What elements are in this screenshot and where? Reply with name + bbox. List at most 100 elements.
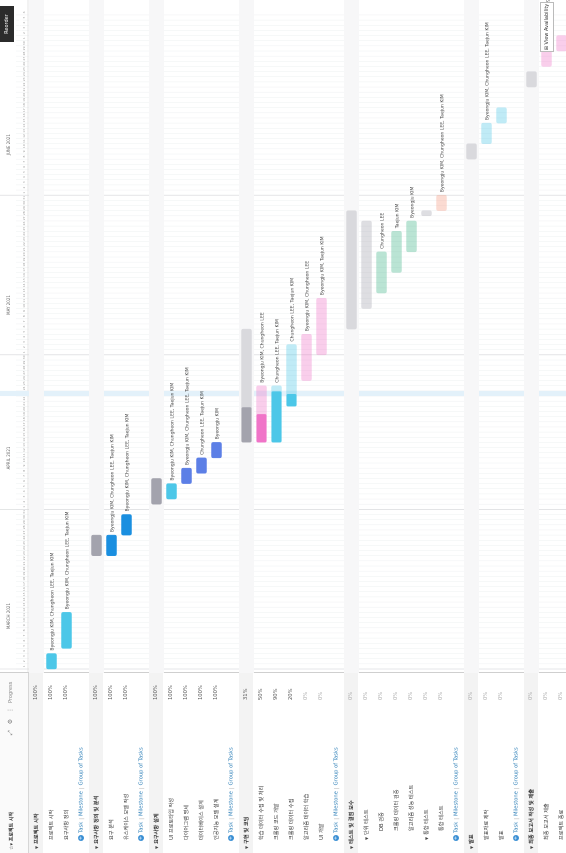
month-label: MAY 2021: [6, 295, 11, 315]
collapse-triangle-icon[interactable]: ▼: [244, 845, 249, 849]
day-tick: 28: [22, 52, 26, 56]
task-row[interactable]: 최종 보고서 제출 0%: [539, 673, 553, 853]
add-milestone-link[interactable]: Milestone: [78, 791, 85, 817]
task-row[interactable]: 요구 분석 100%: [104, 673, 118, 853]
day-tick: 26: [22, 62, 26, 66]
group-row[interactable]: ▼요구사항 정의 및 분석 100%: [89, 673, 103, 853]
header-controls[interactable]: ⤢ ⚙ ⋮: [7, 705, 14, 735]
add-group-link[interactable]: Group of Tasks: [228, 747, 235, 786]
group-bar: [421, 210, 432, 217]
group-row[interactable]: ▼구현 및 코딩 31%: [239, 673, 253, 853]
collapse-triangle-icon[interactable]: ▼: [349, 845, 354, 849]
task-name: 발표: [498, 830, 505, 840]
add-milestone-link[interactable]: Milestone: [228, 791, 235, 817]
task-row[interactable]: 크롤링 데이터 검증 0%: [389, 673, 403, 853]
day-tick: 18: [22, 263, 26, 267]
header-task-column[interactable]: ☆▾ 프로젝트 시작: [9, 811, 15, 850]
collapse-triangle-icon[interactable]: ▼: [469, 845, 474, 849]
collapse-triangle-icon[interactable]: ▼: [154, 845, 159, 849]
task-name: 다이어그램 명세: [183, 805, 190, 840]
task-row[interactable]: 프로젝트 종료 0%: [554, 673, 566, 853]
day-tick: 13: [22, 129, 26, 133]
task-row[interactable]: 크롤링 데이터 수집 20%: [284, 673, 298, 853]
add-task-link[interactable]: Task: [228, 821, 235, 833]
add-group-link[interactable]: Group of Tasks: [453, 747, 460, 786]
add-milestone-link[interactable]: Milestone: [513, 791, 520, 817]
reorder-groups-button[interactable]: Reorder Groups: [0, 6, 24, 42]
collapse-triangle-icon[interactable]: ▼: [364, 836, 369, 840]
task-row[interactable]: 학습 데이터 수집 및 처리 50%: [254, 673, 268, 853]
add-group-link[interactable]: Group of Tasks: [513, 747, 520, 786]
add-milestone-link[interactable]: Milestone: [138, 791, 145, 817]
collapse-triangle-icon[interactable]: ▼: [94, 845, 99, 849]
collapse-triangle-icon[interactable]: ▼: [529, 845, 534, 849]
add-group-link[interactable]: Group of Tasks: [78, 747, 85, 786]
add-task-link[interactable]: Task: [333, 821, 340, 833]
add-group-link[interactable]: Group of Tasks: [138, 747, 145, 786]
day-tick: 7: [22, 475, 26, 477]
subgroup-row[interactable]: ▼단위 테스트 0%: [359, 673, 373, 853]
gantt-chart: 1 2 3 4 5 6 7 8 9 10 11 12 13 14 15 16 17 18 19 20 21 22 23 24 2…: [0, 0, 566, 673]
group-row-band: [344, 0, 359, 673]
task-row[interactable]: 발표자료 제작 0%: [479, 673, 493, 853]
group-row[interactable]: ▼발표 0%: [464, 673, 478, 853]
assignee-label: Byeongju KIM: [215, 408, 221, 439]
task-name: ▼프로젝트 시작: [33, 813, 40, 849]
progress-value: 0%: [468, 691, 474, 700]
progress-value: 100%: [168, 685, 174, 700]
group-row[interactable]: ▼테스트 및 결점 보수 0%: [344, 673, 358, 853]
group-row[interactable]: ▼최종 보고서 작성 및 제출 0%: [524, 673, 538, 853]
collapse-triangle-icon[interactable]: ▼: [34, 845, 39, 849]
day-tick: 25: [22, 541, 26, 545]
collapse-triangle-icon[interactable]: ▼: [424, 836, 429, 840]
task-bar: [496, 107, 507, 124]
task-row[interactable]: UI 프로토타입 작성 100%: [164, 673, 178, 853]
group-row[interactable]: ▼요구사항 설계 100%: [149, 673, 163, 853]
add-group-link[interactable]: Group of Tasks: [333, 747, 340, 786]
task-name: 데이터베이스 설계: [198, 800, 205, 840]
add-task-link[interactable]: Task: [138, 821, 145, 833]
add-task-link[interactable]: Task: [513, 821, 520, 833]
day-tick: 20: [22, 252, 26, 256]
task-row[interactable]: 데이터베이스 설계 100%: [194, 673, 208, 853]
plus-icon: +: [453, 835, 459, 841]
day-tick: 24: [22, 232, 26, 236]
task-row[interactable]: 알고리즘 성능 테스트 0%: [404, 673, 418, 853]
task-row[interactable]: 요구사항 정의 100%: [59, 673, 73, 853]
group-row-band: [464, 0, 479, 673]
task-row[interactable]: 통합 테스트 0%: [434, 673, 448, 853]
task-row[interactable]: UI 개발 0%: [314, 673, 328, 853]
task-row[interactable]: 크롤링 코드 개발 90%: [269, 673, 283, 853]
task-name-label: UI 프로토타입 작성: [169, 797, 175, 840]
header-progress-column[interactable]: Progress: [8, 681, 14, 703]
task-name-label: 알고리즘 성능 테스트: [409, 784, 415, 831]
task-name: 최종 보고서 제출: [543, 803, 550, 840]
day-tick: 7: [22, 320, 26, 322]
add-task-link[interactable]: Task: [453, 821, 460, 833]
add-milestone-link[interactable]: Milestone: [453, 791, 460, 817]
day-tick: 2: [22, 186, 26, 188]
view-availability-button[interactable]: ⊞ View Availability: [540, 2, 554, 52]
task-name-label: 다이어그램 명세: [184, 804, 190, 840]
day-tick: 17: [22, 108, 26, 112]
add-row: +Task|Milestone|Group of Tasks: [453, 747, 460, 841]
day-tick: 4: [22, 650, 26, 652]
add-milestone-link[interactable]: Milestone: [333, 791, 340, 817]
task-row[interactable]: 발표 0%: [494, 673, 508, 853]
task-row[interactable]: 다이어그램 명세 100%: [179, 673, 193, 853]
task-row[interactable]: 인공지능 모델 설계 100%: [209, 673, 223, 853]
add-task-link[interactable]: Task: [78, 821, 85, 833]
task-row[interactable]: 유스케이스 모델 작성 100%: [119, 673, 133, 853]
group-bar: [526, 71, 537, 88]
assignee-label: Byeongju KIM, Chungheon LEE, Taejun KIM: [440, 94, 446, 192]
progress-value: 0%: [318, 691, 324, 700]
task-bar: [436, 194, 447, 211]
task-bar: [196, 457, 207, 474]
task-row[interactable]: 알고리즘 데이터 학습 0%: [299, 673, 313, 853]
task-name-label: 통합 테스트: [424, 809, 430, 835]
task-row[interactable]: DB 검증 0%: [374, 673, 388, 853]
task-row[interactable]: 프로젝트 시작 100%: [44, 673, 58, 853]
subgroup-row[interactable]: ▼통합 테스트 0%: [419, 673, 433, 853]
group-row[interactable]: ▼프로젝트 시작 100%: [29, 673, 43, 853]
day-tick: 22: [22, 556, 26, 560]
